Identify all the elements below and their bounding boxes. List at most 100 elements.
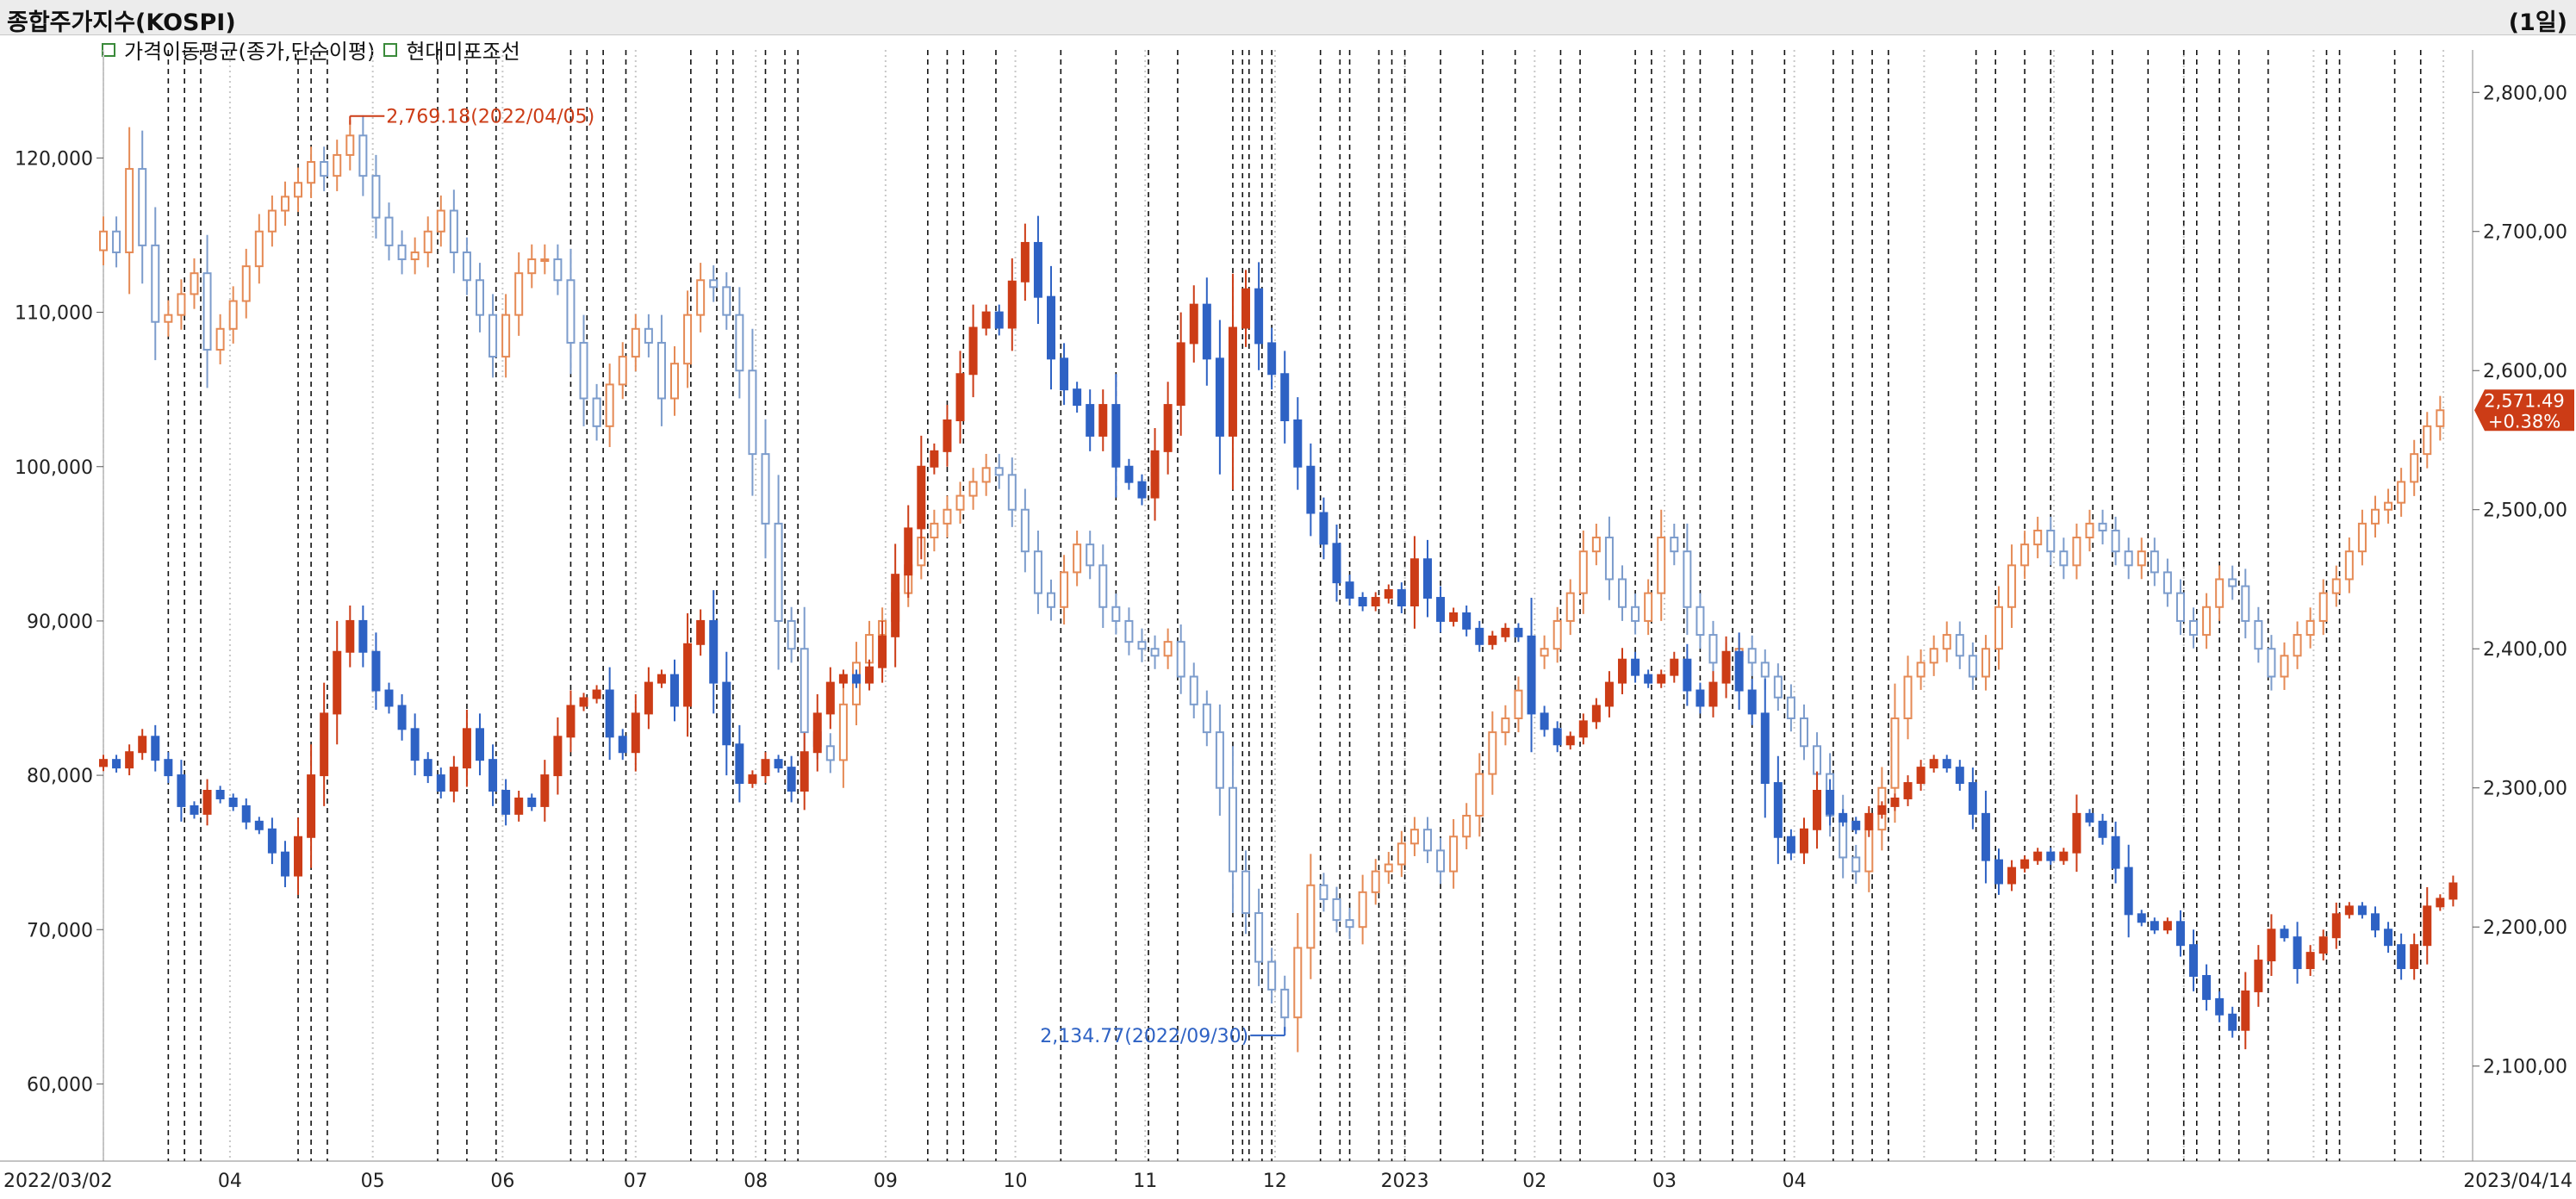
stock-candle xyxy=(2436,898,2445,908)
kospi-candle xyxy=(2384,501,2393,511)
legend-item-ma[interactable]: 가격이동평균(종가,단순이평) xyxy=(124,40,376,64)
kospi-candle xyxy=(865,634,874,664)
stock-candle xyxy=(1397,589,1406,606)
stock-candle xyxy=(333,650,342,715)
kospi-candle xyxy=(2098,522,2107,531)
kospi-candle xyxy=(994,467,1004,476)
kospi-candle xyxy=(1020,508,1030,553)
kospi-candle xyxy=(1254,912,1264,963)
kospi-candle xyxy=(1007,474,1017,511)
stock-candle xyxy=(1189,303,1198,345)
kospi-candle xyxy=(787,619,796,650)
stock-candle xyxy=(2215,997,2224,1016)
stock-candle xyxy=(2033,851,2043,861)
kospi-candle xyxy=(631,327,640,358)
kospi-candle xyxy=(1384,863,1393,873)
kospi-candle xyxy=(1215,731,1224,789)
stock-candle xyxy=(1202,303,1211,360)
legend-item-stock[interactable]: 현대미포조선 xyxy=(406,40,520,64)
stock-candle xyxy=(1176,342,1185,407)
kospi-candle xyxy=(397,244,407,261)
stock-candle xyxy=(2423,905,2432,947)
stock-candle xyxy=(164,759,173,777)
kospi-candle xyxy=(423,230,432,253)
stock-candle xyxy=(1903,782,1913,799)
kospi-candle xyxy=(138,168,147,246)
kospi-candle xyxy=(436,209,445,233)
stock-candle xyxy=(177,774,186,807)
stock-candle xyxy=(904,527,913,576)
kospi-candle xyxy=(2344,550,2354,581)
stock-candle xyxy=(825,681,835,715)
stock-candle xyxy=(709,619,719,684)
stock-candle xyxy=(592,689,601,699)
stock-candle xyxy=(267,828,277,854)
stock-candle xyxy=(1578,720,1588,738)
stock-candle xyxy=(683,643,693,707)
stock-candle xyxy=(1241,288,1251,329)
stock-candle xyxy=(605,689,614,738)
stock-candle xyxy=(1228,326,1237,437)
stock-candle xyxy=(2448,882,2458,900)
kospi-candle xyxy=(1176,641,1185,678)
kospi-candle xyxy=(605,383,614,427)
stock-candle xyxy=(2072,812,2081,854)
kospi-candle xyxy=(1086,544,1095,567)
stock-candle xyxy=(735,743,744,785)
stock-candle xyxy=(1319,512,1328,545)
stock-candle xyxy=(241,805,251,823)
stock-candle xyxy=(1683,658,1692,692)
kospi-candle xyxy=(696,279,706,316)
kospi-candle xyxy=(125,168,134,253)
stock-candle xyxy=(1086,404,1095,437)
stock-candle xyxy=(2137,913,2146,923)
stock-candle xyxy=(2280,929,2289,939)
stock-candle xyxy=(1631,658,1640,676)
stock-candle xyxy=(358,619,368,653)
stock-candle xyxy=(1280,373,1290,421)
kospi-candle xyxy=(670,363,680,400)
stock-candle xyxy=(1644,674,1653,684)
stock-candle xyxy=(838,674,848,684)
kospi-candle xyxy=(1618,578,1627,608)
stock-candle xyxy=(748,774,757,785)
kospi-candle xyxy=(1683,550,1692,608)
stock-candle xyxy=(2175,921,2185,947)
kospi-candle xyxy=(1929,648,1938,664)
stock-candle xyxy=(631,712,640,754)
kospi-candle xyxy=(2111,529,2120,553)
kospi-candle xyxy=(748,370,757,456)
kospi-candle xyxy=(190,272,199,295)
kospi-candle xyxy=(2175,592,2185,622)
kospi-candle xyxy=(1591,537,1601,553)
legend-checkbox-ma[interactable] xyxy=(102,42,115,57)
kospi-candle xyxy=(2215,578,2224,608)
kospi-candle xyxy=(1747,648,1757,664)
stock-candle xyxy=(1670,658,1679,676)
left-tick-label: 70,000 xyxy=(27,920,93,941)
stock-candle xyxy=(1929,759,1938,769)
stock-candle xyxy=(943,419,952,452)
kospi-candle xyxy=(2357,522,2367,553)
left-tick-label: 60,000 xyxy=(27,1074,93,1096)
stock-candle xyxy=(2162,921,2172,931)
period-label[interactable]: (1일) xyxy=(2508,9,2567,36)
kospi-candle xyxy=(2020,544,2030,567)
kospi-candle xyxy=(1813,745,1822,775)
right-tick-label: 2,200,00 xyxy=(2483,917,2567,939)
kospi-candle xyxy=(1241,870,1251,915)
stock-candle xyxy=(1981,812,1990,861)
kospi-candle xyxy=(462,251,471,282)
kospi-candle xyxy=(1916,662,1926,678)
stock-candle xyxy=(1826,790,1835,815)
kospi-candle xyxy=(1475,773,1484,817)
stock-candle xyxy=(2124,867,2133,916)
stock-candle xyxy=(1994,859,2003,885)
stock-candle xyxy=(488,759,498,792)
stock-candle xyxy=(1098,404,1108,437)
legend-checkbox-stock[interactable] xyxy=(383,42,398,57)
right-tick-label: 2,400,00 xyxy=(2483,639,2567,661)
kospi-candle xyxy=(1942,634,1951,650)
